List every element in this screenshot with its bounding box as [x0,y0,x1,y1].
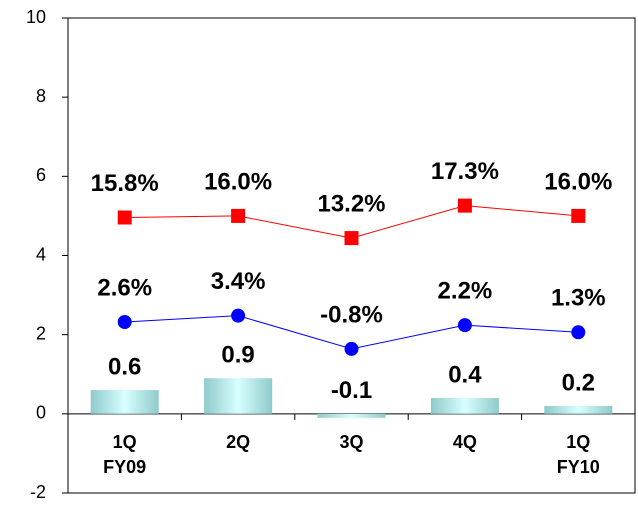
data-label: 0.6 [108,353,141,380]
plot-frame [67,17,636,494]
bar [317,413,386,418]
data-label: -0.1 [331,377,372,404]
data-label: 2.2% [438,278,493,305]
y-tick-label: 2 [36,323,46,343]
data-label: 0.9 [221,342,254,369]
data-label: 0.2 [562,369,595,396]
marker [117,210,132,225]
bar [204,378,273,414]
data-label: 1.3% [551,285,606,312]
marker [231,308,246,323]
data-label: 0.4 [448,361,482,388]
bar [430,398,499,414]
y-tick-label: 0 [36,403,46,423]
bar [544,405,613,414]
y-tick-label: 6 [36,165,46,185]
marker [457,318,472,333]
marker [457,198,472,213]
y-tick-label: -2 [30,482,46,502]
x-tick-label: 1Q FY10 [556,432,600,477]
data-label: 2.6% [97,274,152,301]
marker [344,231,359,246]
bar [90,390,159,414]
x-tick-label: 3Q [339,432,364,452]
marker [571,325,586,340]
data-label: -0.8% [320,301,383,328]
data-label: 17.3% [431,158,499,185]
data-label: 3.4% [211,268,266,295]
marker [231,208,246,223]
data-label: 16.0% [204,168,272,195]
x-tick-label: 1Q FY09 [103,432,147,477]
y-tick-label: 8 [36,86,46,106]
marker [571,208,586,223]
y-tick-label: 4 [36,244,46,264]
marker [117,315,132,329]
data-label: 16.0% [544,168,612,195]
data-label: 15.8% [91,170,159,197]
marker [344,341,359,356]
data-label: 13.2% [317,190,385,217]
y-tick-label: 10 [26,7,46,27]
x-tick-label: 2Q [226,432,251,452]
x-tick-label: 4Q [452,432,477,452]
